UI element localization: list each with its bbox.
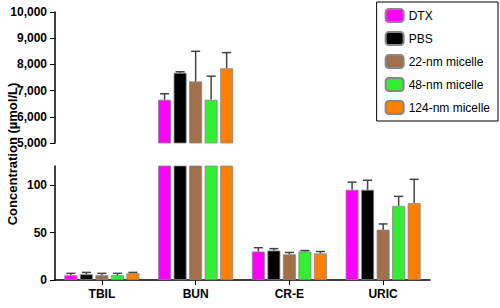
svg-text:DTX: DTX [409, 9, 433, 23]
svg-text:48-nm micelle: 48-nm micelle [409, 78, 484, 92]
svg-text:Concentration (µmol/L): Concentration (µmol/L) [5, 83, 20, 226]
svg-text:PBS: PBS [409, 32, 433, 46]
svg-text:0: 0 [40, 273, 47, 287]
svg-text:TBIL: TBIL [89, 287, 116, 301]
svg-text:CR-E: CR-E [275, 287, 304, 301]
svg-text:7,000: 7,000 [17, 84, 47, 98]
svg-text:10,000: 10,000 [10, 5, 47, 19]
svg-text:5,000: 5,000 [17, 136, 47, 150]
svg-text:100: 100 [27, 178, 47, 192]
svg-text:6,000: 6,000 [17, 110, 47, 124]
svg-text:9,000: 9,000 [17, 31, 47, 45]
svg-text:8,000: 8,000 [17, 57, 47, 71]
svg-text:50: 50 [34, 226, 48, 240]
svg-text:22-nm micelle: 22-nm micelle [409, 55, 484, 69]
svg-text:124-nm micelle: 124-nm micelle [409, 101, 491, 115]
svg-text:BUN: BUN [183, 287, 209, 301]
svg-text:URIC: URIC [368, 287, 398, 301]
